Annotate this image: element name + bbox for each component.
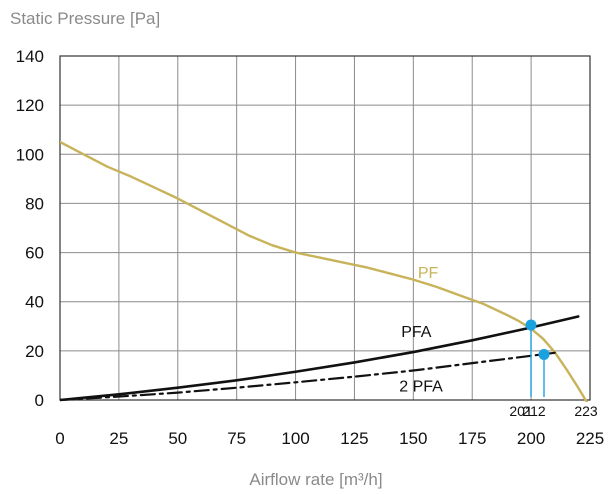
x-tick-label: 200 bbox=[517, 429, 545, 448]
y-axis-title: Static Pressure [Pa] bbox=[10, 9, 160, 28]
x-tick-label: 25 bbox=[109, 429, 128, 448]
operating-point-marker bbox=[525, 319, 537, 331]
x-tick-label: 175 bbox=[458, 429, 486, 448]
x-tick-label: 125 bbox=[340, 429, 368, 448]
x-tick-label: 0 bbox=[55, 429, 64, 448]
labels: 0 25 50 75 100 125 150 175 200 225 0 20 40 60 80 100 120… bbox=[16, 47, 605, 448]
y-tick-label: 60 bbox=[25, 244, 44, 263]
x-tick-label: 75 bbox=[227, 429, 246, 448]
y-tick-label: 140 bbox=[16, 47, 44, 66]
grid bbox=[59, 55, 591, 401]
operating-point-label: 201 bbox=[509, 403, 533, 419]
y-tick-label: 20 bbox=[25, 342, 44, 361]
y-tick-label: 120 bbox=[16, 96, 44, 115]
operating-points bbox=[525, 319, 550, 397]
series-line-pf bbox=[60, 140, 589, 402]
operating-point-marker bbox=[538, 349, 550, 361]
series-annotation: 2 PFA bbox=[399, 378, 443, 395]
plot-frame bbox=[59, 55, 591, 401]
operating-point-label: 212 bbox=[522, 403, 546, 419]
x-tick-label: 50 bbox=[168, 429, 187, 448]
y-tick-label: 80 bbox=[25, 194, 44, 213]
y-tick-label: 0 bbox=[35, 391, 44, 410]
x-tick-label: 225 bbox=[576, 429, 604, 448]
x-tick-label: 150 bbox=[399, 429, 427, 448]
series-line-pfa bbox=[60, 315, 580, 402]
curve-end-label: 223 bbox=[574, 403, 598, 419]
x-tick-label: 100 bbox=[281, 429, 309, 448]
y-tick-label: 40 bbox=[25, 293, 44, 312]
series-line-2-pfa bbox=[60, 351, 556, 402]
y-tick-label: 100 bbox=[16, 145, 44, 164]
series-annotation: PFA bbox=[401, 324, 432, 341]
x-axis-title: Airflow rate [m³/h] bbox=[249, 470, 382, 489]
curves bbox=[60, 140, 589, 402]
series-annotation: PF bbox=[418, 265, 439, 282]
